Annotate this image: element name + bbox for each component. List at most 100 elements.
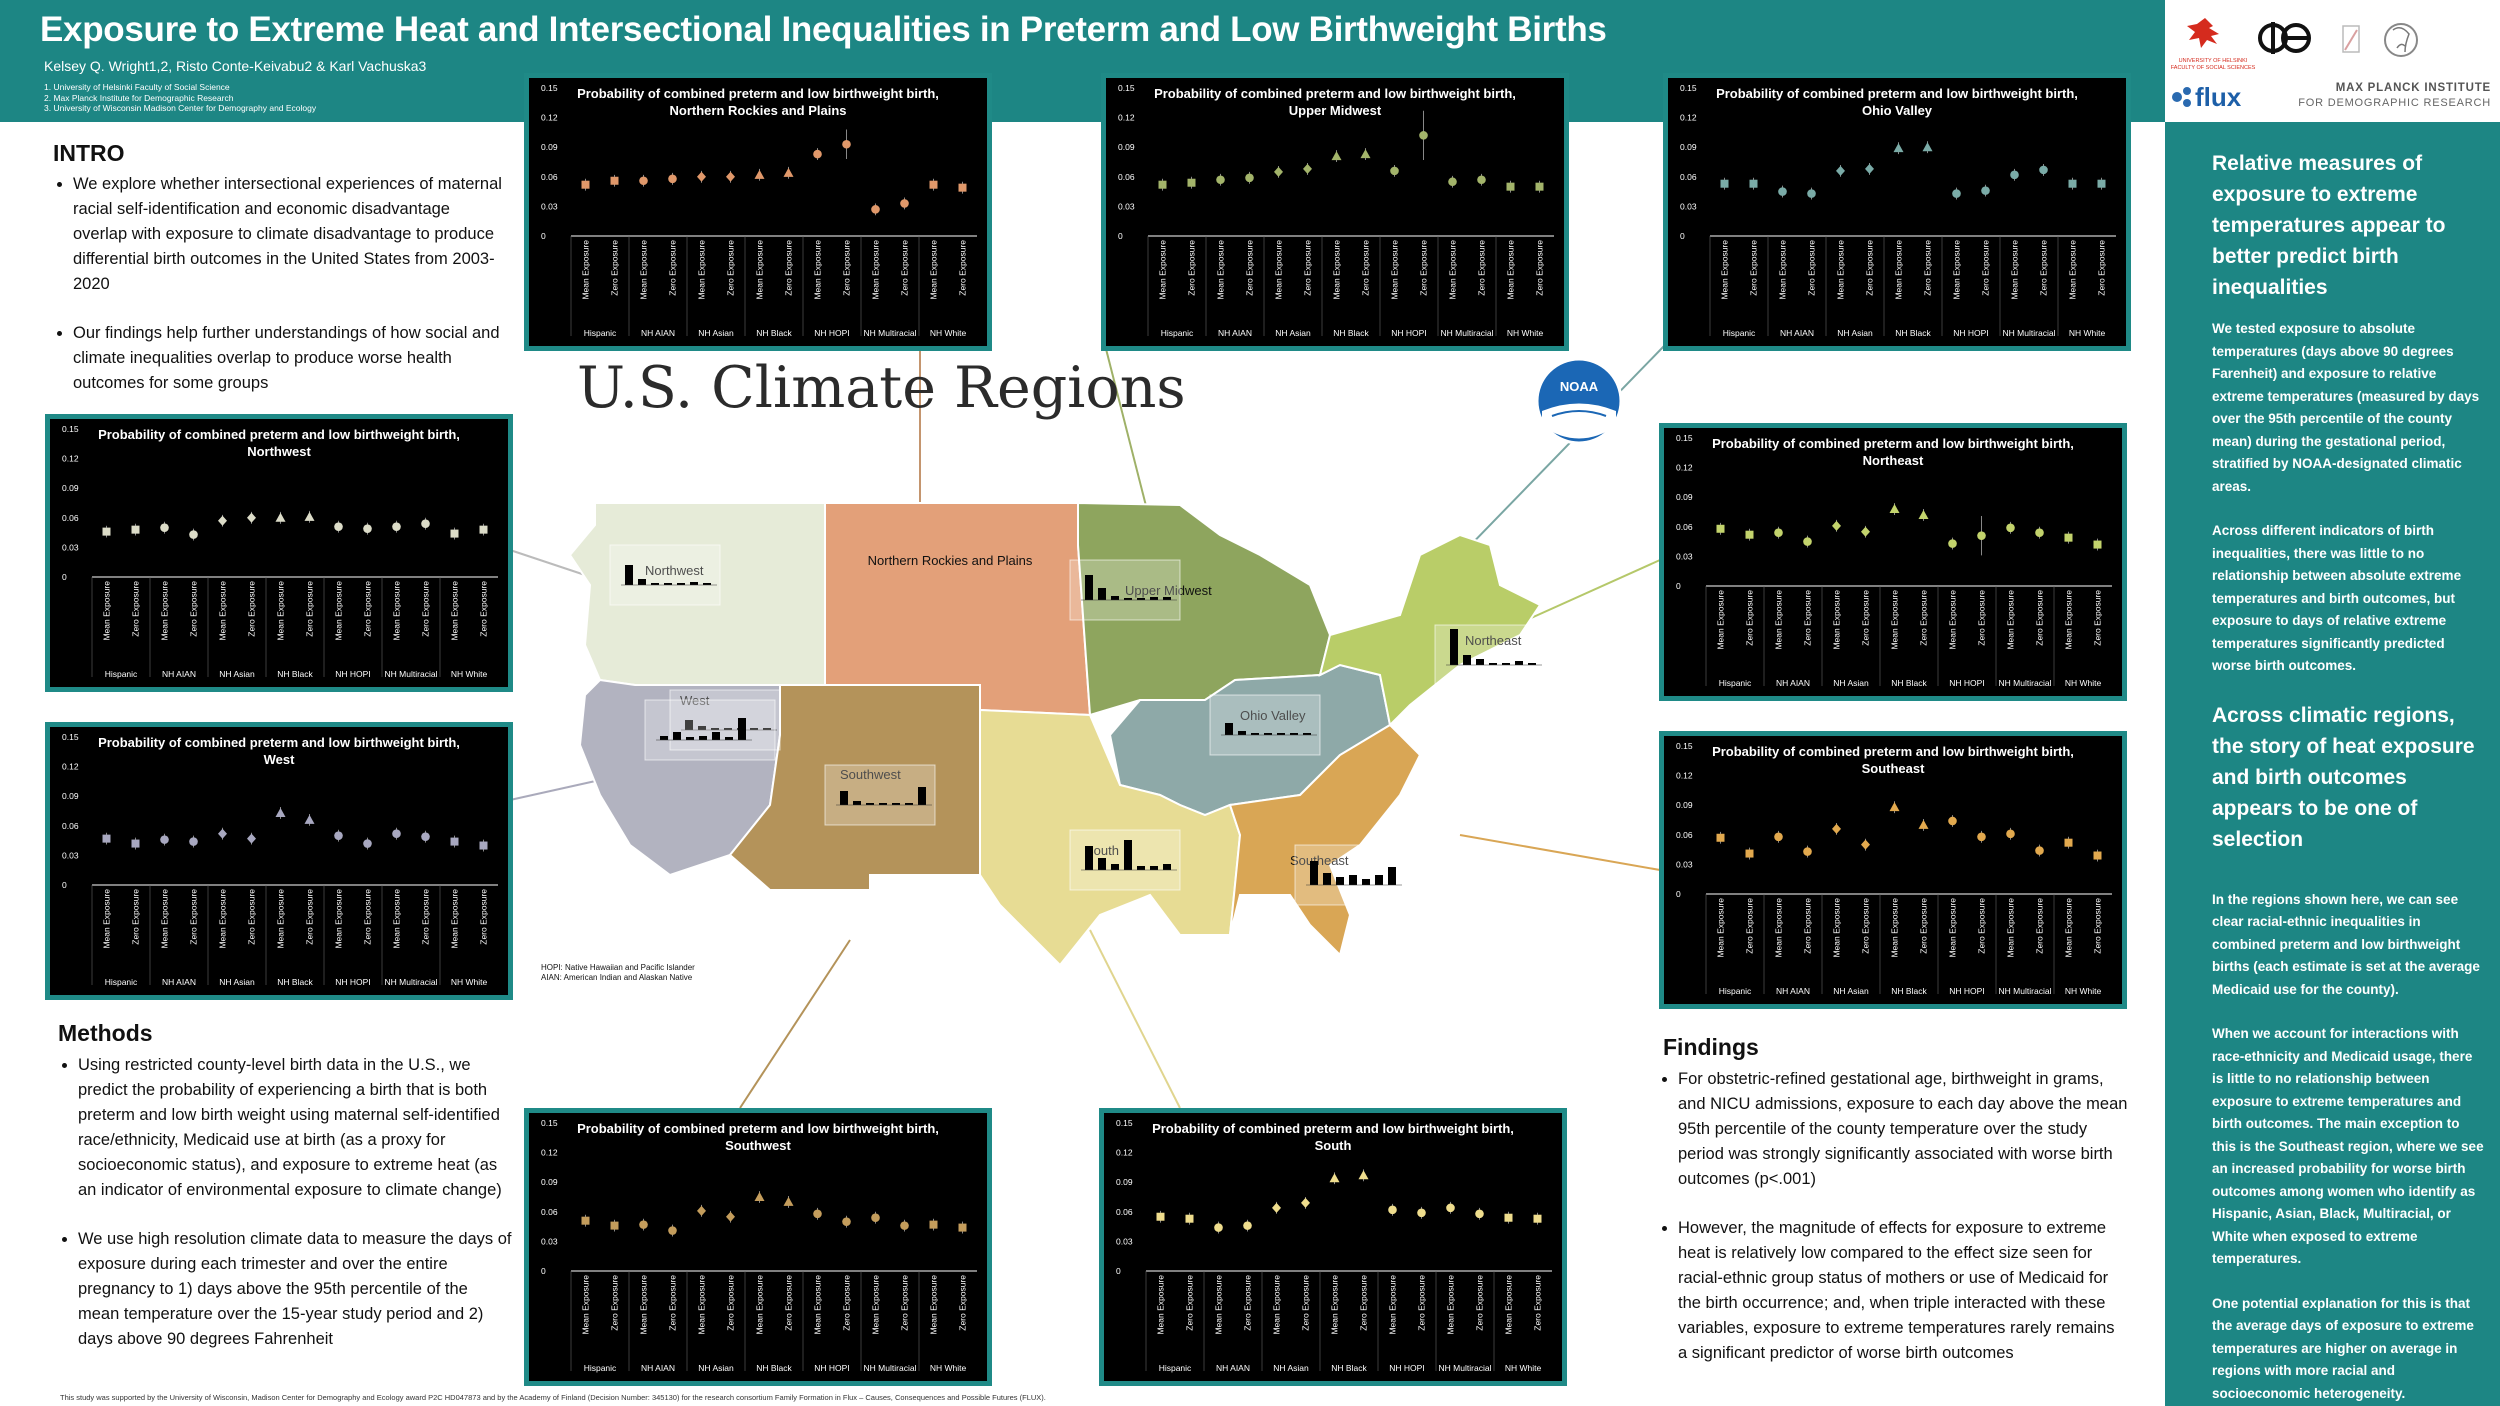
series-tick-label: Mean Exposure (1504, 1275, 1514, 1335)
mini-bar (712, 732, 720, 740)
y-tick-label: 0.15 (62, 732, 79, 742)
series-tick-label: Zero Exposure (1243, 1275, 1253, 1331)
category-label: Hispanic (1161, 328, 1194, 338)
series-tick-label: Zero Exposure (726, 1275, 736, 1331)
data-point (1477, 175, 1486, 185)
data-point (2010, 170, 2019, 180)
data-point (479, 525, 488, 534)
data-point (610, 176, 619, 185)
mini-bar (892, 803, 900, 805)
series-tick-label: Mean Exposure (1716, 590, 1726, 650)
category-label: Hispanic (1723, 328, 1756, 338)
data-point (450, 837, 459, 846)
mini-bar (638, 579, 646, 585)
noaa-text: NOAA (1560, 379, 1599, 394)
cde-logo (2258, 22, 2311, 54)
data-point (1716, 833, 1725, 842)
y-tick-label: 0.12 (1676, 771, 1693, 781)
mini-bar (690, 582, 698, 585)
series-tick-label: Mean Exposure (1894, 240, 1904, 300)
y-tick-label: 0.09 (541, 1177, 558, 1187)
y-tick-label: 0.09 (1680, 142, 1697, 152)
data-point (813, 149, 822, 159)
series-tick-label: Mean Exposure (1720, 240, 1730, 300)
series-tick-label: Mean Exposure (1214, 1275, 1224, 1335)
data-point (842, 1217, 851, 1226)
y-tick-label: 0 (541, 231, 546, 241)
mini-bar (1450, 629, 1458, 665)
series-tick-label: Zero Exposure (726, 240, 736, 296)
y-tick-label: 0.03 (541, 1236, 558, 1246)
data-point (929, 1220, 938, 1229)
chart-svg: 0.15 0.12 0.09 0.06 0.03 0 Probability of comb… (1676, 741, 2112, 996)
series-tick-label: Zero Exposure (2035, 590, 2045, 646)
label-upper-midwest: Upper Midwest (1125, 583, 1212, 598)
category-label: NH Black (1331, 1363, 1367, 1373)
series-tick-label: Zero Exposure (1923, 240, 1933, 296)
mini-bar (1150, 597, 1158, 600)
data-point (783, 167, 794, 177)
category-label: NH Asian (1273, 1363, 1309, 1373)
chart-title: Probability of combined preterm and low … (98, 735, 460, 750)
y-tick-label: 0.15 (1680, 83, 1697, 93)
series-tick-label: Mean Exposure (1832, 898, 1842, 958)
affiliation-3: 3. University of Wisconsin Madison Cente… (44, 103, 317, 113)
mini-bar (1375, 875, 1383, 885)
series-tick-label: Mean Exposure (813, 1275, 823, 1335)
data-point (783, 1196, 794, 1206)
chart-svg: 0.15 0.12 0.09 0.06 0.03 0 Probability of comb… (541, 1118, 977, 1373)
data-point (450, 529, 459, 538)
chart-svg: 0.15 0.12 0.09 0.06 0.03 0 Probability of comb… (1118, 83, 1554, 338)
mini-bar (1515, 661, 1523, 665)
data-point (1922, 142, 1933, 152)
data-point (1390, 166, 1399, 176)
mini-bar (1238, 731, 1246, 735)
mini-bar (1225, 723, 1233, 735)
mini-bar (1098, 858, 1106, 870)
data-point (2093, 851, 2102, 860)
category-label: NH Multiracial (385, 977, 438, 987)
category-label: NH Asian (1837, 328, 1873, 338)
series-tick-label: Zero Exposure (479, 889, 489, 945)
mini-bar (1528, 663, 1536, 665)
y-tick-label: 0.12 (1118, 113, 1135, 123)
category-label: NH White (451, 669, 488, 679)
series-tick-label: Zero Exposure (1535, 240, 1545, 296)
mini-bar (1085, 575, 1093, 600)
methods-heading: Methods (58, 1020, 153, 1046)
category-label: NH Multiracial (2003, 328, 2056, 338)
series-tick-label: Zero Exposure (842, 240, 852, 296)
label-ohio-valley: Ohio Valley (1240, 708, 1306, 723)
intro-heading: INTRO (53, 140, 125, 166)
data-point (726, 171, 735, 182)
mini-bar (738, 718, 746, 740)
series-tick-label: Zero Exposure (1417, 1275, 1427, 1331)
chart-region-title: Ohio Valley (1862, 103, 1933, 118)
us-climate-map: Northwest Northern Rockies and Plains Up… (568, 501, 1546, 965)
region-northern-rockies (824, 502, 1092, 717)
mini-bar (698, 726, 706, 730)
data-point (1185, 1214, 1194, 1223)
series-tick-label: Mean Exposure (1332, 240, 1342, 300)
data-point (1774, 832, 1783, 842)
data-point (1533, 1214, 1542, 1223)
series-tick-label: Mean Exposure (2064, 590, 2074, 650)
intro-bullet-2: Our findings help further understandings… (73, 321, 503, 396)
series-tick-label: Mean Exposure (581, 240, 591, 300)
data-point (2035, 846, 2044, 855)
series-tick-label: Zero Exposure (1803, 898, 1813, 954)
mini-bar (1489, 663, 1497, 665)
mini-bar (1150, 866, 1158, 870)
mpi-logo-line2: FOR DEMOGRAPHIC RESEARCH (2298, 97, 2491, 109)
chart-panel-upper-midwest: 0.15 0.12 0.09 0.06 0.03 0 Probability of comb… (1101, 73, 1569, 351)
mini-bar (905, 803, 913, 805)
poster-title: Exposure to Extreme Heat and Intersectio… (40, 10, 1607, 49)
series-tick-label: Mean Exposure (102, 581, 112, 641)
data-point (1889, 504, 1900, 514)
y-tick-label: 0.09 (1676, 800, 1693, 810)
data-point (639, 176, 648, 186)
data-point (102, 527, 111, 536)
series-tick-label: Mean Exposure (1272, 1275, 1282, 1335)
series-tick-label: Mean Exposure (1832, 590, 1842, 650)
series-tick-label: Zero Exposure (363, 889, 373, 945)
